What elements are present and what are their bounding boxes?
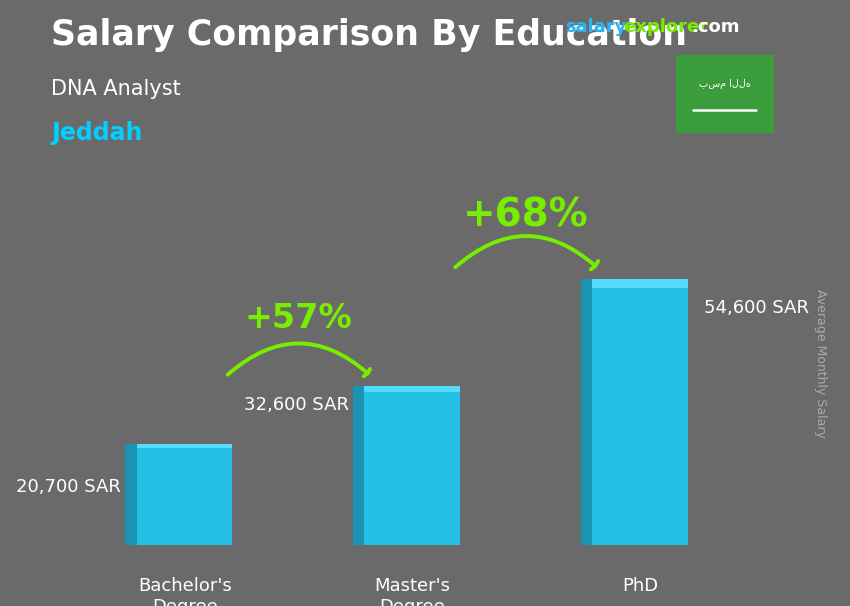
Bar — [592, 279, 688, 545]
Text: salary: salary — [565, 18, 626, 36]
Bar — [365, 386, 460, 392]
Text: PhD: PhD — [621, 577, 658, 595]
Text: Jeddah: Jeddah — [51, 121, 142, 145]
Text: Master's
Degree: Master's Degree — [374, 577, 450, 606]
Text: +68%: +68% — [463, 197, 589, 235]
Bar — [365, 386, 460, 545]
Bar — [581, 279, 592, 545]
Text: 32,600 SAR: 32,600 SAR — [244, 396, 348, 415]
Text: 54,600 SAR: 54,600 SAR — [704, 299, 808, 317]
Bar — [137, 444, 232, 448]
Text: Bachelor's
Degree: Bachelor's Degree — [138, 577, 231, 606]
Bar — [126, 444, 137, 545]
Bar — [592, 279, 688, 288]
Text: Average Monthly Salary: Average Monthly Salary — [813, 289, 827, 438]
Text: DNA Analyst: DNA Analyst — [51, 79, 181, 99]
Text: .com: .com — [691, 18, 740, 36]
Text: بسم الله: بسم الله — [699, 79, 751, 90]
Text: +57%: +57% — [245, 302, 353, 335]
Bar — [353, 386, 365, 545]
Text: 20,700 SAR: 20,700 SAR — [16, 478, 121, 496]
Text: Salary Comparison By Education: Salary Comparison By Education — [51, 18, 687, 52]
Bar — [137, 444, 232, 545]
Text: explorer: explorer — [623, 18, 708, 36]
